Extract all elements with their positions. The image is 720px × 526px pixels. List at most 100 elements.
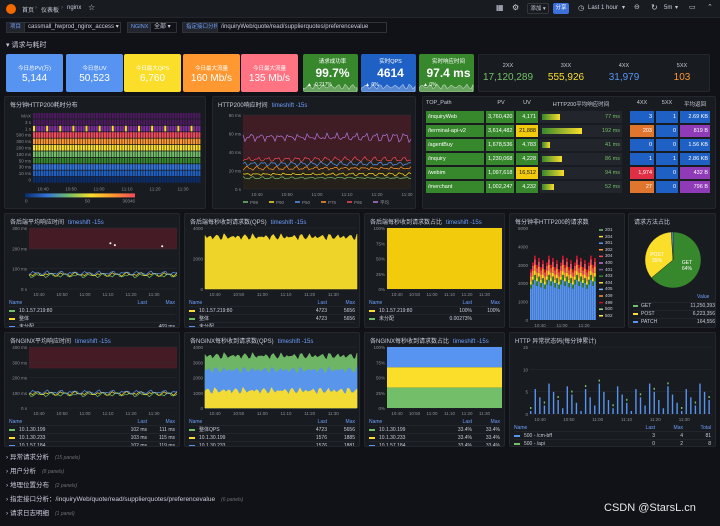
legend-header-name[interactable]: Name	[514, 424, 528, 431]
legend-row[interactable]: 10.1.57.184 33.4% 33.4%	[369, 441, 500, 446]
legend-header-col[interactable]: Last	[462, 299, 472, 306]
add-button[interactable]: 添加 ▾	[527, 3, 549, 14]
chevron-up-icon[interactable]: ⌃	[707, 4, 713, 11]
timeseries-panel[interactable]: 各NGINX每秒收到请求数占比 timeshift -15s 100% 75% 50% 2…	[364, 332, 505, 447]
legend-header-col[interactable]: Last	[137, 299, 147, 306]
timeseries-panel[interactable]: 各NGINX每秒收到请求数(QPS) timeshift -15s 4000 3000…	[184, 332, 360, 447]
collapsed-row[interactable]: › 用户分析 (8 panels)	[6, 465, 64, 477]
legend-header-name[interactable]: Name	[9, 299, 23, 306]
pie-slice[interactable]	[671, 231, 674, 261]
status-code-panel[interactable]: 2XX 17,120,289 3XX 555,926 4XX 31,979 5XX 103	[478, 54, 710, 92]
collapsed-row[interactable]: › 请求日志明细 (1 panel)	[6, 507, 75, 519]
stat-card[interactable]: 今日最大流量 160 Mb/s	[183, 54, 240, 92]
legend-header-name[interactable]: Name	[189, 418, 203, 425]
variable-input-api[interactable]: /inquiryWeb/quote/read/supplierquotes/pr…	[217, 22, 387, 33]
stat-card[interactable]: 今日总PV(万) 5,144	[6, 54, 63, 92]
time-range-picker[interactable]: Last 1 hour	[588, 5, 619, 11]
table-header[interactable]: 4XX	[636, 100, 648, 106]
legend-row[interactable]: 10.1.57.184 102 ms 119 ms	[9, 441, 175, 446]
legend-header-col[interactable]: Total	[700, 424, 711, 431]
legend-code[interactable]: 409	[605, 293, 613, 298]
table-header[interactable]: UV	[523, 100, 531, 106]
legend-header-col[interactable]: Last	[137, 418, 147, 425]
legend-header-col[interactable]: Last	[645, 424, 655, 431]
refresh-interval-picker[interactable]: 5m	[664, 5, 673, 11]
table-row[interactable]: /terminal-api-v2 3,614,482 21,888 192 ms 203…	[424, 124, 711, 138]
response-time-panel[interactable]: HTTP200响应时间 timeshift -15s 80 ms 60 ms 40 m…	[212, 96, 416, 209]
table-row[interactable]: /inquiryWeb 3,760,420 4,171 77 ms 3 1 2.69 KB	[424, 110, 711, 124]
legend-header-col[interactable]: Max	[673, 424, 683, 431]
legend-row[interactable]: 10.1.57.219:80 4723 5656	[189, 306, 355, 314]
legend-code[interactable]: 403	[605, 273, 613, 279]
breadcrumb-dashboards[interactable]: 仪表板	[41, 8, 60, 14]
legend-code[interactable]: 401	[605, 266, 613, 272]
legend-row[interactable]: 整体	[9, 314, 175, 322]
legend-row[interactable]: 整体 4723 5656	[189, 314, 355, 322]
legend-header-name[interactable]: Name	[369, 299, 383, 306]
star-icon[interactable]: ☆	[88, 3, 96, 12]
legend-header-col[interactable]: Max	[165, 299, 175, 306]
legend-row[interactable]: 未分配 0.00273%	[369, 314, 500, 322]
tv-mode-icon[interactable]: ▭	[689, 4, 696, 11]
legend-row[interactable]: 10.1.30.199 33.4% 33.4%	[369, 425, 500, 433]
legend-row[interactable]: 10.1.57.219:80 100% 100%	[369, 306, 500, 314]
legend-code[interactable]: 301	[605, 240, 613, 246]
stat-card-sparkline[interactable]: 实时响应时间 97.4 ms ▲ 0%	[419, 54, 474, 92]
legend-header-col[interactable]: Last	[462, 418, 472, 425]
legend-row[interactable]: 500 - /api 0 2 8	[514, 439, 711, 446]
variable-select-nginx[interactable]: 全部 ▾	[150, 22, 177, 33]
stat-card[interactable]: 今日总UV 50,523	[66, 54, 123, 92]
stat-card-sparkline[interactable]: 实时QPS 4614 ▲ 0%	[361, 54, 416, 92]
table-header[interactable]: 平均返回	[683, 102, 706, 108]
collapsed-row[interactable]: › 指定接口分析：/inquiryWeb/quote/read/supplier…	[6, 493, 243, 505]
legend-row[interactable]: PATCH 164,556	[633, 318, 715, 325]
gear-icon[interactable]: ⚙	[512, 3, 520, 12]
breadcrumb-current[interactable]: nginx	[67, 5, 82, 11]
legend-code[interactable]: 302	[605, 246, 613, 252]
legend-code[interactable]: 502	[605, 312, 613, 318]
grafana-logo-icon[interactable]	[6, 4, 16, 14]
legend-header-value[interactable]: Value	[697, 294, 710, 300]
method-pie-panel[interactable]: 请求方法占比 POST 35% GET 64% Value GET 11,250,393 POS…	[628, 213, 716, 328]
timeseries-panel[interactable]: 各NGINX平均响应时间 timeshift -15s 400 ms 300 ms 20…	[4, 332, 180, 447]
legend-header-col[interactable]: Max	[490, 299, 500, 306]
legend-row[interactable]: 未分配	[189, 322, 355, 327]
legend-row[interactable]: GET 11,250,393	[633, 302, 715, 309]
non200-panel[interactable]: 每分钟非HTTP200的请求数 5000 4000 3000 2000 1000 0 10:4…	[509, 213, 625, 328]
legend-code[interactable]: 499	[605, 299, 613, 305]
stat-card-sparkline[interactable]: 请求成功率 99.7% ▲ -0.217%	[303, 54, 358, 92]
row-header-requests[interactable]: ▾ 请求与耗时	[6, 40, 46, 50]
pie-slice[interactable]	[644, 231, 674, 279]
legend-code[interactable]: 404	[605, 279, 613, 285]
stat-card[interactable]: 今日最大QPS 6,760	[124, 54, 181, 92]
legend-header-col[interactable]: Last	[317, 299, 327, 306]
table-row[interactable]: /agentBuy 1,678,536 4,783 41 ms 0 0 1.56 KB	[424, 138, 711, 152]
timeseries-panel[interactable]: 各后端每秒收到请求数(QPS) timeshift -15s 4000 2000 0 10…	[184, 213, 360, 328]
table-header[interactable]: 5XX	[661, 100, 673, 106]
legend-header-col[interactable]: Max	[490, 418, 500, 425]
legend-row[interactable]: POST 6,223,356	[633, 310, 715, 317]
table-row[interactable]: /webim 1,097,618 16,512 94 ms 1,974 0 432 B	[424, 166, 711, 180]
share-button[interactable]: 分享	[553, 3, 569, 14]
breadcrumb-home[interactable]: 首页	[22, 8, 35, 14]
timeseries-panel[interactable]: 各后端平均响应时间 timeshift -15s 300 ms 200 ms 100 m…	[4, 213, 180, 328]
table-row[interactable]: /merchant 1,002,247 4,232 52 ms 27 0 796 B	[424, 180, 711, 194]
stat-card[interactable]: 今日最大流量 135 Mb/s	[241, 54, 298, 92]
legend-row[interactable]: 10.1.30.233 33.4% 33.4%	[369, 433, 500, 441]
legend-row[interactable]: 500 - /cm-bff 3 4 81	[514, 431, 711, 439]
zoom-out-icon[interactable]: ⊖	[634, 4, 640, 11]
pie-slice[interactable]	[651, 231, 702, 289]
legend-header-col[interactable]: Max	[345, 418, 355, 425]
legend-code[interactable]: 201	[605, 227, 613, 232]
legend-code[interactable]: 204	[605, 233, 613, 239]
table-row[interactable]: /inquiry 1,230,068 4,228 86 ms 1 1 2.86 KB	[424, 152, 711, 166]
collapsed-row[interactable]: › 地理位置分布 (2 panels)	[6, 479, 77, 491]
legend-row[interactable]: 10.1.30.233 1576 1881	[189, 441, 355, 446]
legend-row[interactable]: 10.1.57.219:80	[9, 306, 175, 314]
legend-header-name[interactable]: Name	[369, 418, 383, 425]
legend-header-name[interactable]: Name	[9, 418, 23, 425]
legend-row[interactable]: 10.1.30.199 102 ms 111 ms	[9, 425, 175, 433]
timeseries-panel[interactable]: HTTP 异常状态码(每分钟累计) 15 10 5 0 10:40 10:50 11:00 11…	[509, 332, 716, 447]
timeseries-panel[interactable]: 各后端每秒收到请求数占比 timeshift -15s 100% 75% 50% 25% 0…	[364, 213, 505, 328]
